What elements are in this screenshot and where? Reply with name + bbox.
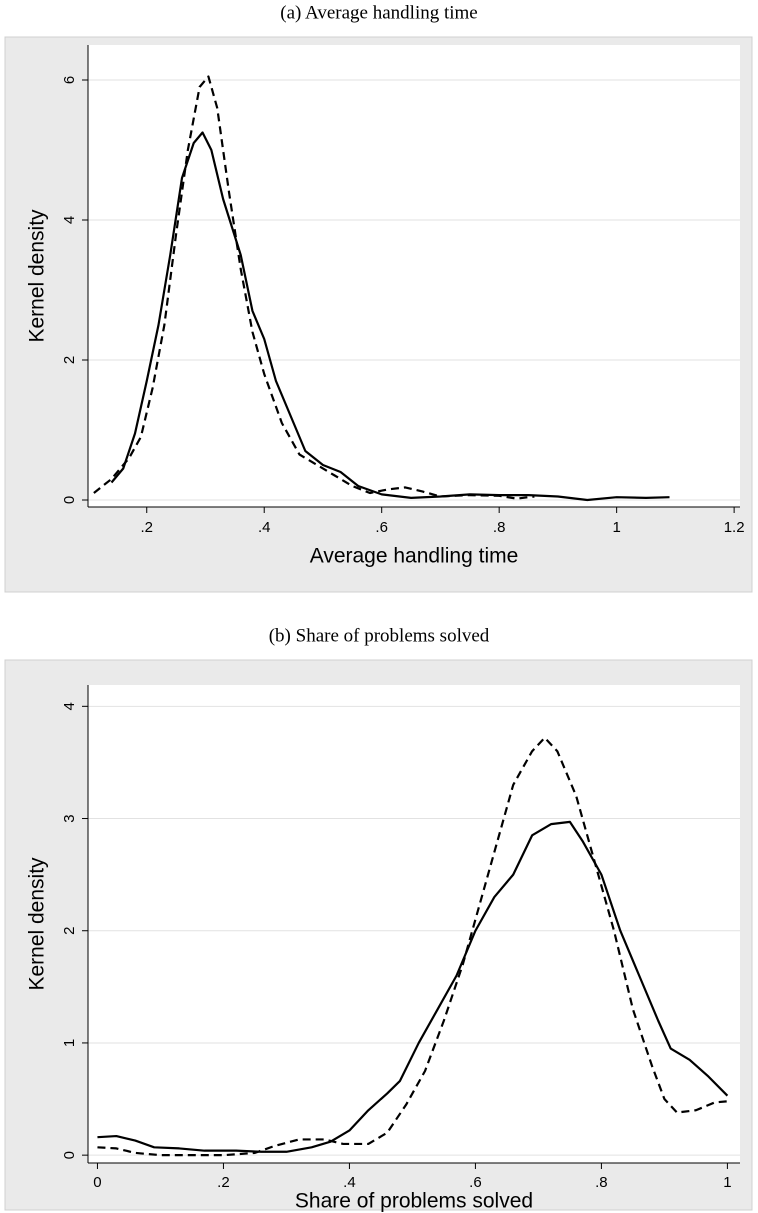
y-axis-title: Kernel density xyxy=(26,857,49,991)
y-tick-label: 1 xyxy=(61,1039,78,1047)
x-tick-label: 1.2 xyxy=(724,519,745,536)
y-tick-label: 0 xyxy=(61,1151,78,1159)
caption: (a) Average handling time xyxy=(280,2,478,23)
y-tick-label: 6 xyxy=(61,76,78,84)
density-line xyxy=(110,131,670,502)
x-tick-label: .8 xyxy=(595,1174,608,1191)
x-tick-label: .6 xyxy=(469,1174,482,1191)
plot-region xyxy=(88,685,740,1163)
density-line xyxy=(93,75,535,500)
y-tick-label: 2 xyxy=(61,356,78,364)
x-tick-label: .2 xyxy=(140,519,153,536)
y-axis-title: Kernel density xyxy=(26,209,49,343)
x-tick-label: 1 xyxy=(723,1174,731,1191)
y-tick-label: 3 xyxy=(61,814,78,822)
x-axis-title: Average handling time xyxy=(310,545,519,568)
y-tick-label: 4 xyxy=(61,702,78,710)
x-tick-label: 0 xyxy=(93,1174,101,1191)
x-tick-label: .8 xyxy=(493,519,506,536)
y-tick-label: 0 xyxy=(61,496,78,504)
density-line xyxy=(97,736,728,1157)
x-tick-label: .2 xyxy=(217,1174,230,1191)
x-tick-label: .6 xyxy=(375,519,388,536)
caption: (b) Share of problems solved xyxy=(269,625,490,646)
x-tick-label: 1 xyxy=(612,519,620,536)
density-line xyxy=(97,820,729,1153)
x-tick-label: .4 xyxy=(343,1174,356,1191)
x-axis-title: Share of problems solved xyxy=(295,1190,533,1213)
y-tick-label: 4 xyxy=(61,216,78,224)
y-tick-label: 2 xyxy=(61,927,78,935)
x-tick-label: .4 xyxy=(258,519,271,536)
plot-region xyxy=(88,45,740,507)
